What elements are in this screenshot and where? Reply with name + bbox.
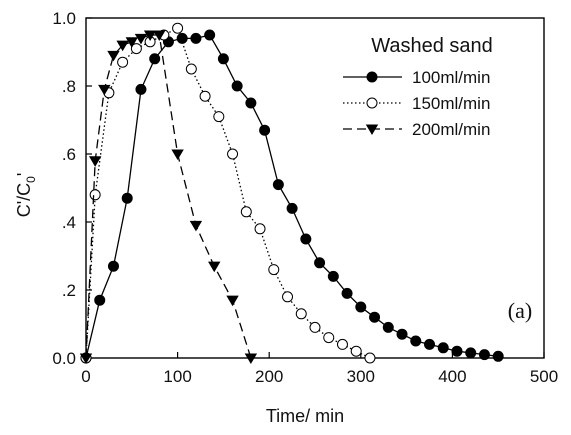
data-point bbox=[135, 83, 147, 95]
data-point bbox=[121, 192, 133, 204]
x-tick-label: 100 bbox=[163, 367, 191, 386]
data-point bbox=[327, 270, 339, 282]
data-point bbox=[185, 63, 197, 75]
plot-area-frame bbox=[85, 17, 545, 359]
series-line bbox=[85, 34, 252, 359]
data-point bbox=[172, 22, 184, 34]
data-point bbox=[341, 287, 353, 299]
data-point bbox=[336, 338, 348, 350]
y-tick-label: .8 bbox=[62, 77, 76, 96]
x-tick-label: 0 bbox=[81, 367, 90, 386]
x-tick-label: 200 bbox=[255, 367, 283, 386]
legend-marker bbox=[365, 124, 379, 136]
data-point bbox=[268, 264, 280, 276]
data-point bbox=[149, 53, 161, 65]
data-point bbox=[282, 291, 294, 303]
data-point bbox=[355, 301, 367, 313]
x-tick-label: 400 bbox=[438, 367, 466, 386]
data-point bbox=[295, 308, 307, 320]
data-point bbox=[314, 257, 326, 269]
y-axis-label-subscript: 0 bbox=[24, 176, 38, 183]
legend-marker bbox=[366, 97, 378, 109]
data-point bbox=[117, 56, 129, 68]
data-point bbox=[286, 202, 298, 214]
data-point bbox=[254, 223, 266, 235]
x-tick-label: 500 bbox=[530, 367, 558, 386]
data-point bbox=[245, 97, 257, 109]
data-point bbox=[231, 80, 243, 92]
data-point bbox=[204, 29, 216, 41]
legend-label: 100ml/min bbox=[412, 68, 490, 87]
data-point bbox=[323, 332, 335, 344]
data-point bbox=[107, 260, 119, 272]
y-axis-label-tail: ' bbox=[14, 173, 34, 176]
series-2 bbox=[79, 30, 258, 365]
panel-label: (a) bbox=[508, 298, 532, 323]
data-point bbox=[171, 149, 184, 161]
data-point bbox=[125, 37, 138, 48]
legend-marker bbox=[366, 71, 378, 83]
y-tick-label: .6 bbox=[62, 145, 76, 164]
data-point bbox=[240, 206, 252, 218]
y-tick-label: 0.0 bbox=[52, 349, 76, 368]
legend-label: 150ml/min bbox=[412, 94, 490, 113]
data-point bbox=[189, 220, 203, 232]
x-tick-label: 300 bbox=[347, 367, 375, 386]
data-point bbox=[213, 111, 225, 123]
y-tick-label: 1.0 bbox=[52, 9, 76, 28]
series-0 bbox=[80, 29, 504, 364]
data-point bbox=[451, 345, 463, 357]
data-point bbox=[437, 342, 449, 354]
data-point bbox=[396, 328, 408, 340]
data-point bbox=[272, 179, 284, 191]
y-axis-label: C'/C0' bbox=[14, 173, 38, 218]
legend-label: 200ml/min bbox=[412, 120, 490, 139]
data-point bbox=[176, 32, 188, 44]
data-point bbox=[153, 30, 166, 42]
data-point bbox=[364, 352, 376, 364]
data-point bbox=[226, 295, 239, 307]
data-point bbox=[130, 43, 142, 55]
x-axis-label: Time/ min bbox=[266, 406, 344, 426]
y-axis-label-main: C'/C bbox=[14, 183, 34, 217]
data-point bbox=[410, 335, 422, 347]
data-point bbox=[382, 321, 394, 333]
data-point bbox=[89, 189, 101, 201]
data-point bbox=[199, 90, 211, 102]
data-point bbox=[88, 156, 102, 167]
data-point bbox=[116, 40, 129, 52]
data-point bbox=[309, 321, 321, 333]
legend-entry: 100ml/min bbox=[343, 68, 490, 87]
data-point bbox=[107, 50, 120, 62]
data-point bbox=[300, 233, 312, 245]
data-point bbox=[244, 353, 258, 365]
data-point bbox=[424, 338, 435, 350]
data-point bbox=[134, 33, 148, 45]
data-point bbox=[369, 311, 381, 323]
data-point bbox=[79, 353, 93, 365]
data-point bbox=[143, 30, 157, 42]
legend-entry: 150ml/min bbox=[343, 94, 490, 113]
data-point bbox=[492, 350, 504, 362]
data-point bbox=[478, 349, 490, 361]
data-point bbox=[227, 148, 239, 160]
y-tick-label: .2 bbox=[62, 281, 76, 300]
data-point bbox=[94, 294, 106, 306]
data-point bbox=[190, 32, 202, 44]
data-point bbox=[217, 53, 229, 65]
data-point bbox=[259, 124, 271, 136]
data-point bbox=[465, 347, 477, 359]
data-point bbox=[350, 345, 362, 357]
legend-title: Washed sand bbox=[371, 35, 493, 57]
data-point bbox=[208, 261, 221, 273]
series-1 bbox=[80, 22, 376, 364]
data-point bbox=[98, 84, 111, 96]
legend-entry: 200ml/min bbox=[343, 120, 490, 139]
y-tick-label: .4 bbox=[62, 213, 76, 232]
